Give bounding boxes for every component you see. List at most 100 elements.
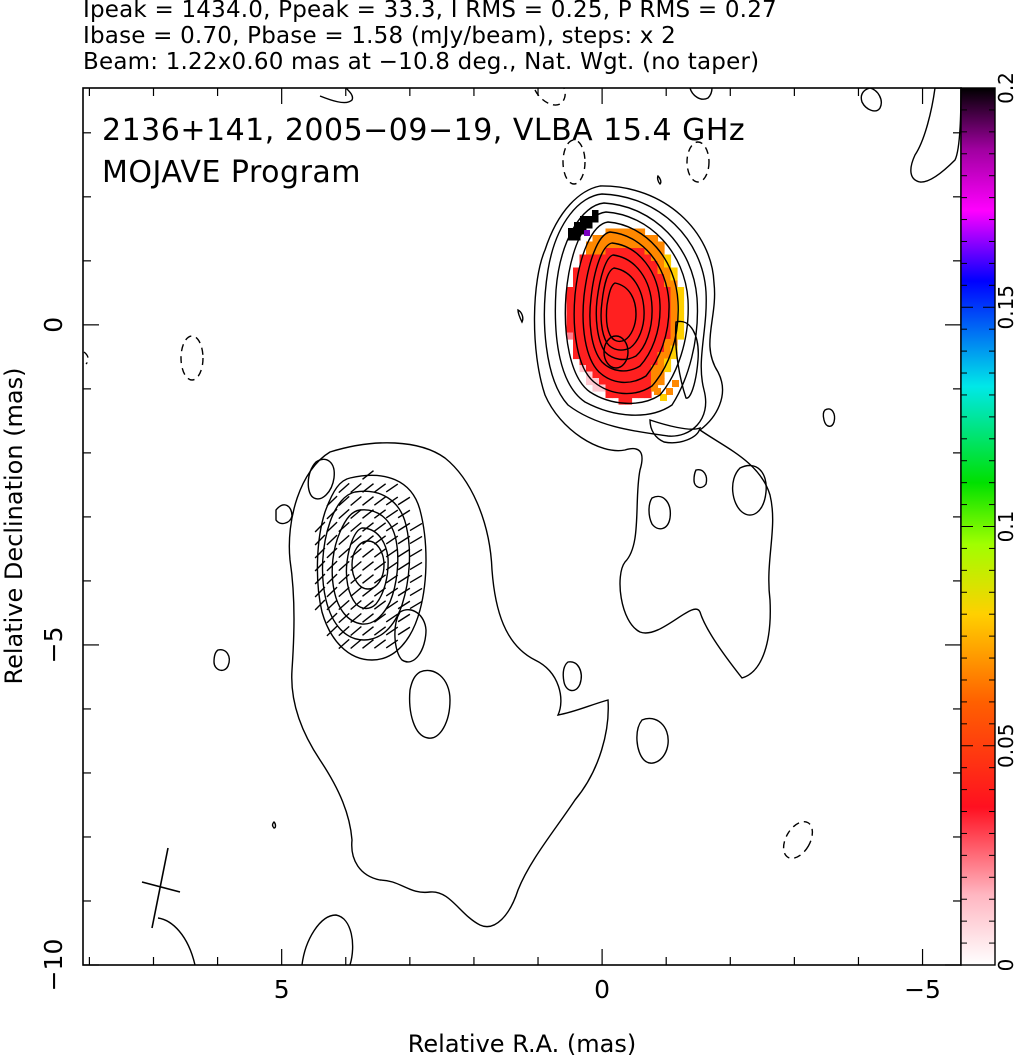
evpa-tick: [373, 548, 387, 558]
evpa-tick: [326, 586, 338, 598]
pol-pixel: [605, 267, 613, 275]
pol-pixel: [631, 228, 639, 236]
neg-contour-2: [562, 139, 586, 185]
pol-pixel: [612, 391, 620, 399]
y-tick-label: −5: [39, 626, 68, 663]
pol-pixel: [677, 326, 685, 334]
pol-pixel-dark: [586, 216, 593, 223]
pol-pixel: [625, 384, 633, 392]
evpa-tick: [362, 587, 374, 597]
evpa-tick: [314, 560, 326, 572]
evpa-tick: [350, 482, 362, 494]
pol-pixel: [599, 254, 607, 262]
negative-contours: [83, 88, 814, 860]
pol-pixel: [605, 384, 613, 392]
pol-pixel: [664, 339, 672, 347]
evpa-tick: [350, 560, 362, 572]
pol-pixel: [599, 306, 607, 314]
pol-pixel: [586, 280, 594, 288]
pol-pixel: [605, 378, 613, 386]
evpa-tick: [362, 535, 374, 545]
pol-pixel: [657, 241, 665, 249]
pol-pixel: [579, 274, 587, 282]
pol-pixel: [599, 365, 607, 373]
evpa-tick: [338, 534, 350, 546]
pol-pixel: [657, 306, 665, 314]
core-contour-11: [603, 335, 629, 369]
pol-pixel-dark: [580, 216, 587, 223]
evpa-tick: [373, 561, 387, 571]
lobe-tiny-core: [517, 308, 524, 324]
pol-pixel: [631, 326, 639, 334]
evpa-tick: [350, 586, 362, 598]
pol-pixel: [586, 248, 594, 256]
lobe-bottom-left-2: [157, 917, 196, 965]
colorbar-label: 0.1: [994, 511, 1018, 543]
pol-pixel: [670, 287, 678, 295]
pol-pixel: [592, 345, 600, 353]
lobe-tiny-south-2: [271, 821, 277, 829]
pol-pixel: [677, 287, 685, 295]
pol-pixel: [586, 293, 594, 301]
pol-pixel: [566, 287, 574, 295]
pol-pixel: [625, 293, 633, 301]
pol-pixel-dark: [592, 210, 599, 217]
pol-pixel: [625, 306, 633, 314]
colorbar-ticks: [961, 87, 995, 966]
evpa-tick: [350, 638, 362, 650]
evpa-tick: [397, 600, 411, 610]
evpa-tick: [409, 574, 423, 584]
pol-pixel: [670, 300, 678, 308]
pol-pixel: [605, 300, 613, 308]
pol-pixel: [618, 306, 626, 314]
pol-pixel: [638, 332, 646, 340]
pol-pixel: [625, 352, 633, 360]
pol-pixel: [638, 261, 646, 269]
pol-pixel: [644, 267, 652, 275]
evpa-tick: [409, 600, 423, 610]
pol-pixel-purple: [584, 230, 590, 236]
evpa-tick: [326, 560, 338, 572]
pol-pixel: [586, 378, 594, 386]
evpa-tick: [350, 534, 362, 546]
pol-pixel: [638, 319, 646, 327]
lobe-top-1: [319, 88, 354, 104]
pol-pixel: [618, 365, 626, 373]
pol-pixel: [612, 241, 620, 249]
pol-pixel: [638, 274, 646, 282]
pol-pixel: [638, 300, 646, 308]
header-line-3: Beam: 1.22x0.60 mas at −10.8 deg., Nat. …: [83, 49, 760, 75]
pol-pixel: [605, 261, 613, 269]
pol-pixel: [618, 274, 626, 282]
plot-frame: [82, 87, 962, 966]
evpa-tick: [314, 599, 326, 611]
pol-pixel: [631, 358, 639, 366]
pol-pixel: [579, 280, 587, 288]
evpa-tick: [362, 600, 374, 610]
pol-pixel: [618, 228, 626, 236]
evpa-tick: [362, 626, 374, 636]
pol-pixel: [638, 358, 646, 366]
pol-pixel: [631, 306, 639, 314]
se-contour-2: [316, 474, 427, 661]
pol-pixel: [644, 319, 652, 327]
x-tick-label: 5: [274, 975, 290, 1004]
pol-pixel: [631, 391, 639, 399]
evpa-tick: [397, 509, 411, 519]
pol-pixel: [677, 332, 685, 340]
pol-pixel: [664, 280, 672, 288]
pol-pixel: [657, 274, 665, 282]
extended-envelope: [288, 442, 609, 928]
pol-pixel: [612, 228, 620, 236]
pol-pixel: [592, 287, 600, 295]
lobe-mid-south: [408, 669, 451, 739]
pol-pixel: [605, 391, 613, 399]
pol-pixel: [638, 248, 646, 256]
pol-pixel: [651, 313, 659, 321]
evpa-tick: [373, 587, 387, 597]
pol-pixel: [592, 358, 600, 366]
pol-pixel: [586, 287, 594, 295]
pol-pixel: [618, 235, 626, 243]
pol-pixel: [618, 319, 626, 327]
evpa-tick: [350, 495, 362, 507]
